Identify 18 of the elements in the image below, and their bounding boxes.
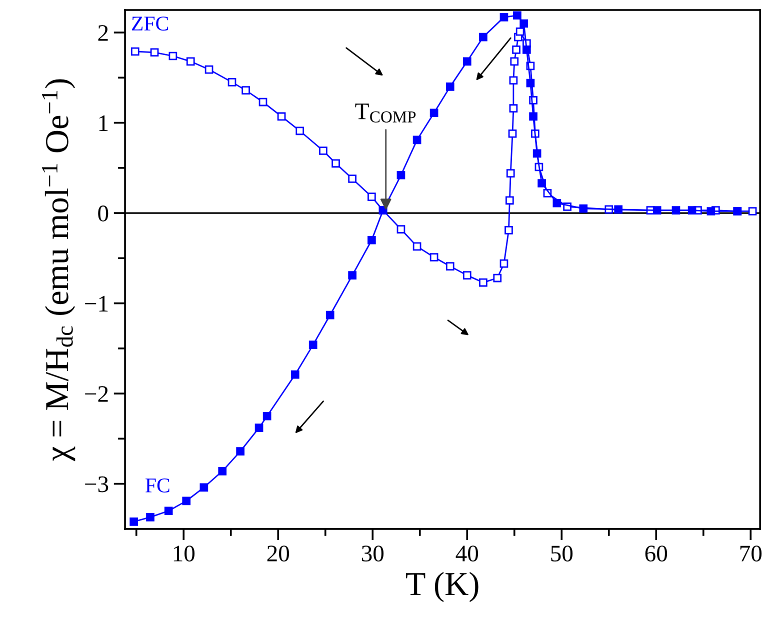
y-tick-label: 0 [98, 206, 108, 222]
y-tick-label: −1 [85, 296, 108, 312]
series-label: ZFC [132, 16, 168, 31]
series-label: FC [146, 478, 170, 492]
y-tick-label: 1 [99, 115, 108, 131]
x-tick-label: 20 [267, 546, 290, 562]
x-tick-label: 70 [740, 546, 762, 562]
x-tick-label: 60 [645, 546, 668, 562]
annotation: T$_{COMP}$ [355, 104, 416, 122]
y-axis-title: χ = M/H$_{dc}$ (emu mol$^{−1}$ Oe$^{−1}$) [42, 79, 76, 462]
x-tick-label: 30 [362, 546, 384, 562]
x-tick-label: 40 [456, 546, 478, 562]
y-tick-label: 2 [98, 25, 108, 41]
y-tick-label: −3 [85, 476, 108, 492]
x-tick-label: 50 [551, 546, 573, 562]
y-tick-label: −2 [85, 386, 108, 402]
x-tick-label: 10 [174, 546, 195, 562]
x-axis-title: T (K) [406, 572, 478, 602]
